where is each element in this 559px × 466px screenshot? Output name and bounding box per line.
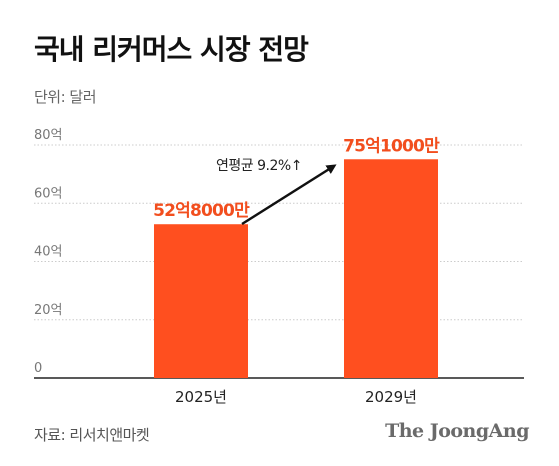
- y-tick-label: 0: [34, 361, 42, 376]
- y-tick-label: 20억: [34, 303, 63, 318]
- growth-annotation: 연평균 9.2%↑: [216, 158, 302, 174]
- y-tick-label: 40억: [34, 245, 63, 260]
- x-tick-label: 2029년: [365, 388, 417, 406]
- data-label: 52억8000만: [153, 201, 250, 221]
- unit-label: 단위: 달러: [34, 88, 97, 106]
- data-label: 75억1000만: [343, 136, 440, 156]
- bar: [154, 224, 248, 378]
- y-tick-label: 60억: [34, 186, 63, 201]
- bar: [344, 159, 438, 378]
- y-tick-label: 80억: [34, 128, 63, 143]
- growth-arrow: [241, 164, 337, 226]
- source-note: 자료: 리서치앤마켓: [34, 426, 150, 444]
- brand-logo: The JoongAng: [385, 420, 529, 442]
- page-title: 국내 리커머스 시장 전망: [34, 33, 309, 66]
- x-tick-label: 2025년: [175, 388, 227, 406]
